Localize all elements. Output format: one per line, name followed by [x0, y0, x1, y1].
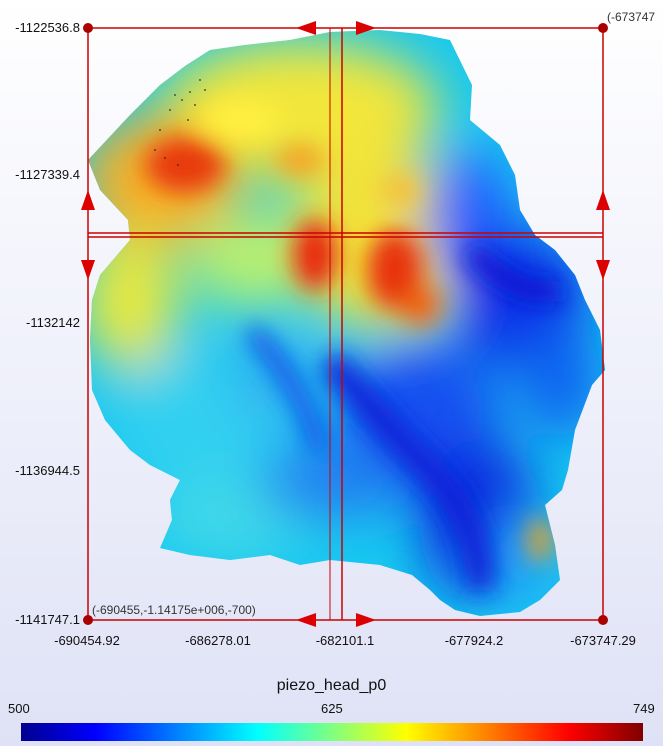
y-tick-label: -1132142 — [0, 315, 80, 330]
x-tick-label: -673747.29 — [570, 633, 636, 648]
legend-max-label: 749 — [633, 701, 655, 716]
x-tick-label: -682101.1 — [316, 633, 375, 648]
corner-coordinate-top-right: (-673747 — [607, 10, 655, 24]
y-tick-label: -1127339.4 — [0, 167, 80, 182]
color-scale-bar — [21, 723, 643, 741]
y-tick-label: -1141747.1 — [0, 612, 80, 627]
corner-coordinate-bottom-left: (-690455,-1.14175e+006,-700) — [92, 603, 256, 617]
legend-title: piezo_head_p0 — [0, 677, 663, 695]
legend-min-label: 500 — [8, 701, 30, 716]
piezometric-head-surface — [80, 25, 610, 625]
legend-mid-label: 625 — [321, 701, 343, 716]
x-tick-label: -690454.92 — [54, 633, 120, 648]
y-tick-label: -1136944.5 — [0, 463, 80, 478]
y-tick-label: -1122536.8 — [0, 20, 80, 35]
x-tick-label: -686278.01 — [185, 633, 251, 648]
x-tick-label: -677924.2 — [445, 633, 504, 648]
